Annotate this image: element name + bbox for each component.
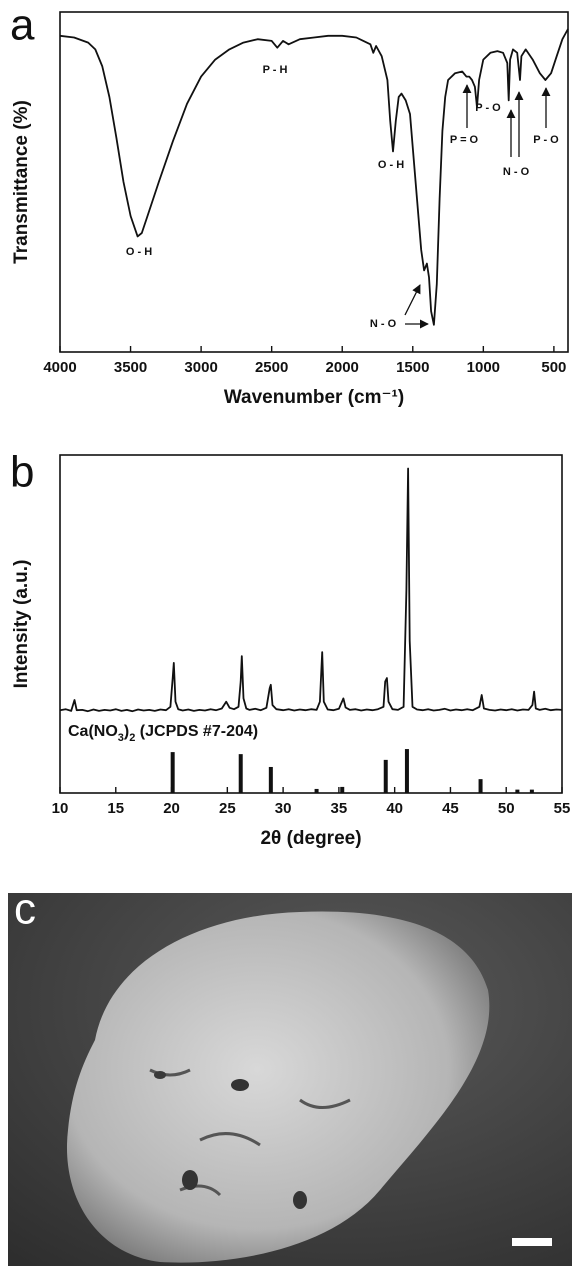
x-tick-label: 500 xyxy=(541,359,566,376)
x-tick-label: 2000 xyxy=(326,359,359,376)
x-tick-label: 50 xyxy=(498,800,515,817)
arrow xyxy=(404,284,421,316)
x-tick-label: 4000 xyxy=(43,359,76,376)
reference-stick xyxy=(515,789,520,793)
x-tick-label: 1500 xyxy=(396,359,429,376)
panel-label: b xyxy=(10,448,34,497)
x-tick-label: 35 xyxy=(331,800,348,817)
pore xyxy=(182,1170,198,1190)
x-tick-label: 3500 xyxy=(114,359,147,376)
annotation: P - O xyxy=(475,102,501,114)
spectrum-line xyxy=(59,467,563,713)
pore xyxy=(231,1079,249,1091)
reference-stick xyxy=(314,788,319,793)
x-tick-label: 10 xyxy=(52,800,69,817)
x-tick-label: 25 xyxy=(219,800,236,817)
pore xyxy=(293,1191,307,1209)
reference-stick xyxy=(383,759,388,793)
reference-stick xyxy=(529,789,534,793)
x-tick-label: 30 xyxy=(275,800,292,817)
annotation-arrows xyxy=(404,84,551,329)
x-tick-label: 1000 xyxy=(467,359,500,376)
annotation: P - O xyxy=(533,134,559,146)
x-tick-label: 3000 xyxy=(184,359,217,376)
x-tick-label: 15 xyxy=(107,800,124,817)
particle-texture xyxy=(149,1068,351,1197)
x-tick-label: 40 xyxy=(386,800,403,817)
annotation: O - H xyxy=(126,246,152,258)
y-axis-label: Transmittance (%) xyxy=(11,100,32,264)
plot-frame xyxy=(59,454,563,794)
x-tick-label: 55 xyxy=(554,800,571,817)
sem-image: c xyxy=(8,885,572,1266)
x-tick-label: 45 xyxy=(442,800,459,817)
x-tick-label: 2500 xyxy=(255,359,288,376)
pore xyxy=(154,1071,166,1079)
y-axis-label: Intensity (a.u.) xyxy=(11,560,32,689)
scale-bar xyxy=(512,1238,552,1246)
panel-label: a xyxy=(10,1,35,50)
legend-label: Ca(NO3)2 (JCPDS #7-204) xyxy=(68,723,258,744)
panel-label: c xyxy=(14,885,36,934)
plot-frame xyxy=(59,11,569,353)
x-tick-label: 20 xyxy=(163,800,180,817)
spectrum-line xyxy=(59,28,569,326)
annotation: P - H xyxy=(263,64,288,76)
annotation: N - O xyxy=(370,318,397,330)
particle xyxy=(66,911,490,1263)
annotation: N - O xyxy=(503,166,530,178)
reference-stick xyxy=(268,766,273,793)
annotation: P = O xyxy=(450,134,479,146)
reference-stick xyxy=(170,752,175,793)
reference-stick xyxy=(404,749,409,793)
reference-stick xyxy=(478,779,483,793)
x-axis-label: Wavenumber (cm⁻¹) xyxy=(224,387,404,408)
chart: 10 15 20 25 30 35 40 45 50 55 2θ (degree) Intensity… xyxy=(10,448,570,849)
reference-stick xyxy=(340,786,345,793)
annotation: O - H xyxy=(378,159,404,171)
x-axis-label: 2θ (degree) xyxy=(260,828,361,849)
chart: 4000 3500 3000 2500 2000 1500 1000 500 Wavenumbe… xyxy=(10,1,569,408)
reference-stick xyxy=(238,754,243,793)
